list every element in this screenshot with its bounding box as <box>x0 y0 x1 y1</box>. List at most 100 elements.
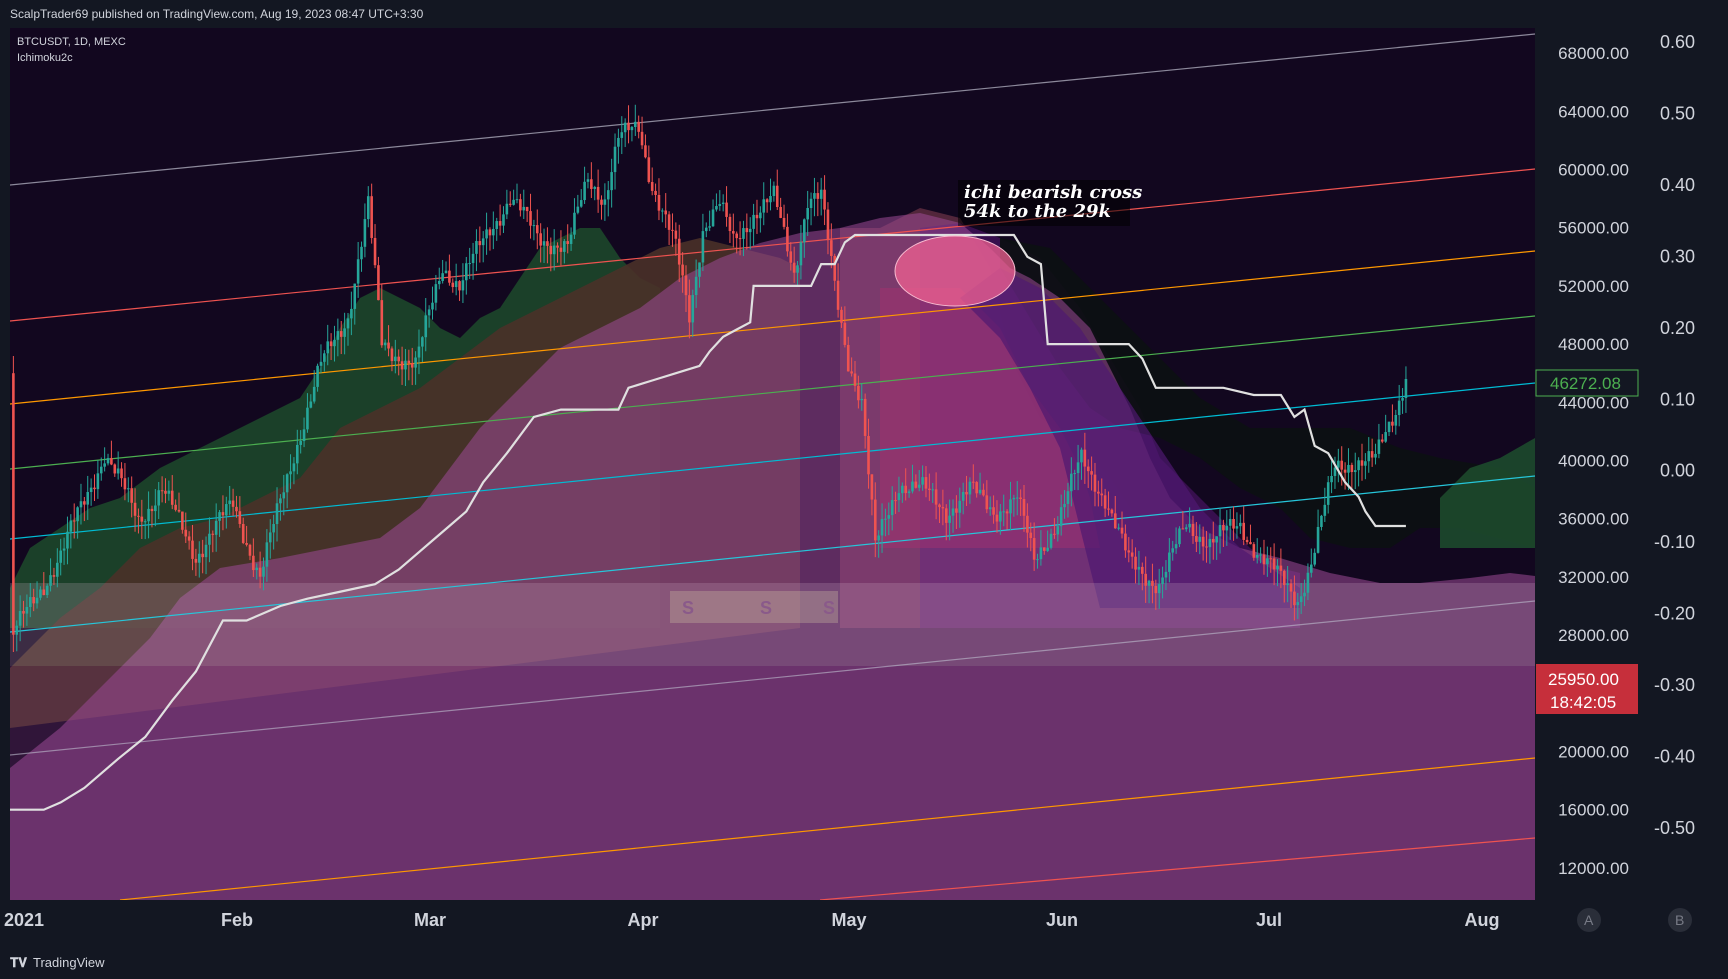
candle-body <box>1360 460 1364 466</box>
candle-body <box>600 199 603 205</box>
oscillator-axis[interactable]: 0.60 0.50 0.40 0.30 0.20 0.10 0.00 -0.10 -0.20 -0… <box>1654 32 1695 838</box>
candle-body <box>674 230 678 239</box>
candle-body <box>289 471 292 475</box>
candle-body <box>380 300 384 346</box>
scale-b-label: B <box>1675 912 1684 928</box>
candle-body <box>890 500 894 516</box>
candle-body <box>1377 439 1381 454</box>
candle-body <box>1391 421 1394 426</box>
candle-body <box>316 365 319 387</box>
candle-body <box>850 371 853 374</box>
candle-body <box>823 189 826 210</box>
scale-b-button[interactable] <box>1668 908 1692 932</box>
candle-body <box>911 481 914 492</box>
candle-body <box>1313 552 1316 565</box>
candle-body <box>1211 538 1215 543</box>
candle-body <box>630 127 634 131</box>
candle-body <box>147 508 150 522</box>
candle-body <box>542 241 546 246</box>
candle-body <box>917 484 921 488</box>
candle-body <box>1110 509 1114 514</box>
candle-body <box>965 491 968 495</box>
candle-body <box>1306 572 1310 593</box>
candle-body <box>650 182 654 191</box>
time-axis[interactable]: 2021 Feb Mar Apr May Jun Jul Aug <box>4 910 1500 930</box>
candle-body <box>677 238 681 265</box>
candle-body <box>684 275 688 296</box>
candle-body <box>39 589 42 598</box>
candle-body <box>191 540 194 559</box>
candle-body <box>1076 462 1080 474</box>
marker-s-3: S <box>823 598 835 618</box>
candle-body <box>999 511 1002 522</box>
candle-body <box>194 558 198 563</box>
candle-body <box>221 512 225 516</box>
candle-body <box>884 518 887 520</box>
candle-body <box>1144 573 1147 586</box>
price-tick-3: 56000.00 <box>1558 219 1629 238</box>
candle-body <box>410 363 414 368</box>
price-axis[interactable]: 68000.00 64000.00 60000.00 56000.00 52000.00… <box>1558 44 1629 878</box>
candle-body <box>826 209 830 241</box>
candle-body <box>796 265 799 273</box>
osc-tick-8: -0.20 <box>1654 604 1695 624</box>
candle-body <box>1282 570 1286 586</box>
candle-body <box>1286 583 1289 586</box>
price-tick-1: 64000.00 <box>1558 102 1629 121</box>
candle-body <box>1117 527 1120 529</box>
candle-body <box>495 221 499 229</box>
candle-body <box>28 597 32 608</box>
price-tick-10: 28000.00 <box>1558 626 1629 645</box>
tradingview-brand[interactable]: 𝐓𝐕 TradingView <box>10 955 105 971</box>
annotation-line-2: 54k to the 29k <box>964 201 1111 222</box>
candle-body <box>755 214 759 219</box>
candle-body <box>417 346 421 358</box>
plot-area: S S S <box>10 33 1535 900</box>
candle-body <box>1009 499 1012 514</box>
candle-body <box>549 245 553 255</box>
candle-body <box>701 231 705 263</box>
candle-body <box>988 507 992 510</box>
candle-body <box>765 199 769 203</box>
candle-body <box>1198 536 1202 542</box>
candle-body <box>93 487 96 490</box>
scale-a-button[interactable] <box>1577 908 1601 932</box>
candle-body <box>1026 515 1029 533</box>
price-tick-7: 40000.00 <box>1558 452 1629 471</box>
candle-body <box>1340 460 1344 470</box>
candle-body <box>1130 552 1134 557</box>
candle-body <box>127 488 130 490</box>
candle-body <box>373 237 377 266</box>
candle-body <box>799 242 803 266</box>
candle-body <box>414 357 417 368</box>
candle-body <box>1262 554 1266 565</box>
last-price-box <box>1535 369 1639 397</box>
candle-body <box>421 337 424 347</box>
cloud-black <box>1000 238 1535 548</box>
candle-body <box>241 523 245 543</box>
candle-body <box>1080 449 1083 463</box>
candle-body <box>110 458 113 465</box>
candle-body <box>972 481 975 483</box>
price-chart[interactable]: S S S ichi bearish cross 54k to the 29k … <box>0 28 1728 946</box>
candle-body <box>248 544 252 556</box>
candle-body <box>434 284 438 303</box>
candle-body <box>157 490 161 506</box>
candle-body <box>1120 527 1124 534</box>
candle-body <box>694 276 698 296</box>
candle-body <box>1350 464 1354 473</box>
candle-body <box>1012 497 1016 500</box>
candle-body <box>904 485 907 494</box>
candle-body <box>468 263 471 265</box>
candle-body <box>606 190 610 200</box>
candle-body <box>96 473 100 490</box>
candle-body <box>546 241 549 246</box>
candle-body <box>1093 474 1097 492</box>
candle-body <box>448 270 451 283</box>
candle-body <box>853 373 857 386</box>
candle-body <box>140 516 144 522</box>
candle-body <box>312 386 316 402</box>
candle-body <box>775 185 779 208</box>
last-price-label: 46272.08 <box>1550 374 1621 393</box>
candle-body <box>485 229 488 239</box>
